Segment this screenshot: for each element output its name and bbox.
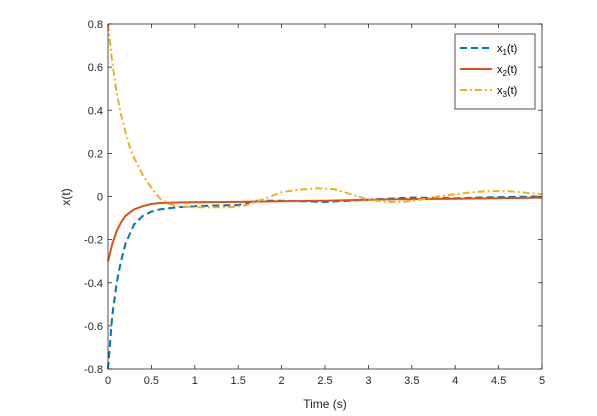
y-tick-label: -0.8 (84, 364, 103, 376)
y-tick-label: -0.2 (84, 235, 103, 247)
x-tick-label: 5 (539, 375, 545, 387)
legend-label-2: x2(t) (497, 64, 517, 78)
x-tick-label: 0.5 (144, 375, 159, 387)
legend: x1(t) x2(t) x3(t) (454, 33, 536, 110)
y-axis-label: x(t) (59, 188, 73, 205)
legend-label-1: x1(t) (497, 43, 517, 57)
series-line-1 (107, 195, 543, 370)
legend-box (454, 33, 536, 110)
x-tick-label: 2 (279, 375, 285, 387)
x-tick-label: 2.5 (317, 375, 332, 387)
series-layer (107, 23, 543, 370)
y-tick-label: 0.2 (88, 148, 103, 160)
x-tick-label: 3.5 (404, 375, 419, 387)
x-tick-label: 4.5 (491, 375, 506, 387)
x-tick-label: 1.5 (231, 375, 246, 387)
y-tick-label: 0 (97, 192, 103, 204)
x-tick-label: 4 (452, 375, 458, 387)
y-tick-label: 0.8 (88, 19, 103, 31)
series-line-2 (107, 196, 543, 262)
x-axis-label: Time (s) (303, 397, 347, 411)
y-tick-label: 0.6 (88, 62, 103, 74)
y-tick-label: -0.4 (84, 278, 103, 290)
ticks-layer: 0 0.5 1 1.5 2 2.5 3 3.5 4 4.5 5 -0.8 -0.6 -0.4 -0.2 0 0.… (84, 19, 545, 387)
x-tick-label: 0 (105, 375, 111, 387)
series-line-3 (107, 23, 543, 209)
legend-label-3: x3(t) (497, 85, 517, 99)
y-tick-label: -0.6 (84, 321, 103, 333)
y-tick-label: 0.4 (88, 105, 103, 117)
x-tick-label: 3 (365, 375, 371, 387)
x-tick-label: 1 (192, 375, 198, 387)
